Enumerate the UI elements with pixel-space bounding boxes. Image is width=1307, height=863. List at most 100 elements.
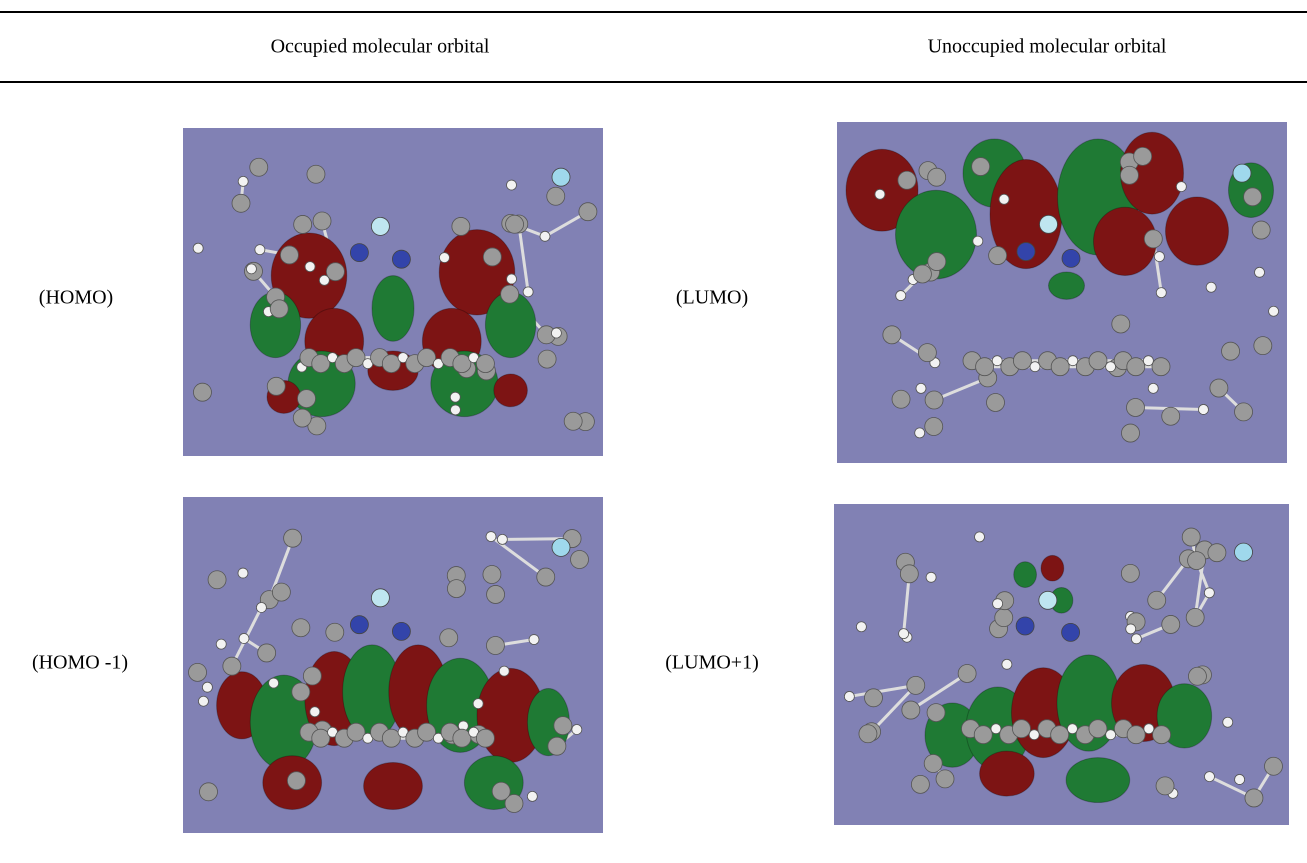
atom bbox=[864, 689, 882, 707]
atom bbox=[1206, 282, 1216, 292]
atom bbox=[1154, 252, 1164, 262]
orbital-lobe bbox=[494, 374, 528, 407]
atom bbox=[928, 168, 946, 186]
atom bbox=[973, 236, 983, 246]
atom bbox=[551, 328, 561, 338]
atom bbox=[902, 701, 920, 719]
atom bbox=[506, 180, 516, 190]
orbital-lobe bbox=[980, 751, 1035, 796]
atom bbox=[1013, 352, 1031, 370]
atom bbox=[452, 217, 470, 235]
atom bbox=[280, 246, 298, 264]
atom bbox=[1255, 267, 1265, 277]
atom bbox=[1067, 724, 1077, 734]
atom bbox=[371, 589, 389, 607]
atom bbox=[844, 691, 854, 701]
atom bbox=[926, 572, 936, 582]
orbital-image bbox=[183, 497, 603, 833]
atom bbox=[501, 285, 519, 303]
atom bbox=[453, 355, 471, 373]
atom bbox=[307, 165, 325, 183]
atom bbox=[270, 300, 288, 318]
atom bbox=[1062, 623, 1080, 641]
atom bbox=[1233, 164, 1251, 182]
atom bbox=[1051, 726, 1069, 744]
orbital-table: Occupied molecular orbital Unoccupied mo… bbox=[0, 0, 1307, 863]
orbital-lobe bbox=[1166, 197, 1229, 265]
atom bbox=[1182, 528, 1200, 546]
atom bbox=[1126, 624, 1136, 634]
orbital-label: (HOMO -1) bbox=[32, 652, 128, 675]
atom bbox=[936, 770, 954, 788]
atom bbox=[892, 390, 910, 408]
atom bbox=[900, 565, 918, 583]
atom bbox=[1244, 188, 1262, 206]
atom bbox=[246, 264, 256, 274]
atom bbox=[529, 635, 539, 645]
atom bbox=[497, 534, 507, 544]
atom bbox=[293, 409, 311, 427]
atom bbox=[1222, 342, 1240, 360]
orbital-lobe bbox=[1049, 272, 1085, 299]
orbital-image bbox=[834, 504, 1289, 825]
orbital-lobe bbox=[1066, 758, 1130, 803]
atom bbox=[440, 629, 458, 647]
atom bbox=[476, 729, 494, 747]
atom bbox=[1148, 591, 1166, 609]
orbital-label: (HOMO) bbox=[39, 287, 113, 310]
atom bbox=[1235, 403, 1253, 421]
atom bbox=[202, 682, 212, 692]
atom bbox=[232, 194, 250, 212]
orbital-image bbox=[837, 122, 1287, 463]
orbital-lobe bbox=[364, 762, 423, 809]
atom bbox=[1068, 356, 1078, 366]
atom bbox=[540, 231, 550, 241]
atom bbox=[267, 377, 285, 395]
atom bbox=[439, 253, 449, 263]
atom bbox=[1269, 306, 1279, 316]
top-rule bbox=[0, 11, 1307, 13]
orbital-lobe bbox=[1041, 555, 1064, 581]
atom bbox=[564, 412, 582, 430]
atom bbox=[1126, 398, 1144, 416]
atom bbox=[1144, 724, 1154, 734]
atom bbox=[1245, 789, 1263, 807]
atom bbox=[506, 215, 524, 233]
atom bbox=[305, 262, 315, 272]
atom bbox=[1148, 383, 1158, 393]
atom bbox=[913, 265, 931, 283]
atom bbox=[347, 349, 365, 367]
atom bbox=[269, 678, 279, 688]
atom bbox=[974, 726, 992, 744]
atom bbox=[898, 171, 916, 189]
atom bbox=[552, 168, 570, 186]
atom bbox=[1106, 362, 1116, 372]
atom bbox=[1012, 720, 1030, 738]
atom bbox=[476, 355, 494, 373]
atom bbox=[1152, 358, 1170, 376]
atom bbox=[999, 194, 1009, 204]
atom bbox=[538, 350, 556, 368]
atom bbox=[927, 704, 945, 722]
atom bbox=[193, 243, 203, 253]
atom bbox=[492, 782, 510, 800]
atom bbox=[447, 580, 465, 598]
atom bbox=[523, 287, 533, 297]
atom bbox=[1204, 588, 1214, 598]
atom bbox=[238, 568, 248, 578]
atom bbox=[250, 158, 268, 176]
atom bbox=[193, 383, 211, 401]
atom bbox=[1029, 730, 1039, 740]
atom bbox=[200, 783, 218, 801]
atom bbox=[312, 355, 330, 373]
atom bbox=[987, 393, 1005, 411]
atom bbox=[350, 616, 368, 634]
atom bbox=[976, 358, 994, 376]
atom bbox=[1204, 772, 1214, 782]
atom bbox=[552, 538, 570, 556]
atom bbox=[1252, 221, 1270, 239]
atom bbox=[1210, 379, 1228, 397]
atom bbox=[1198, 404, 1208, 414]
atom bbox=[571, 550, 589, 568]
atom bbox=[310, 707, 320, 717]
